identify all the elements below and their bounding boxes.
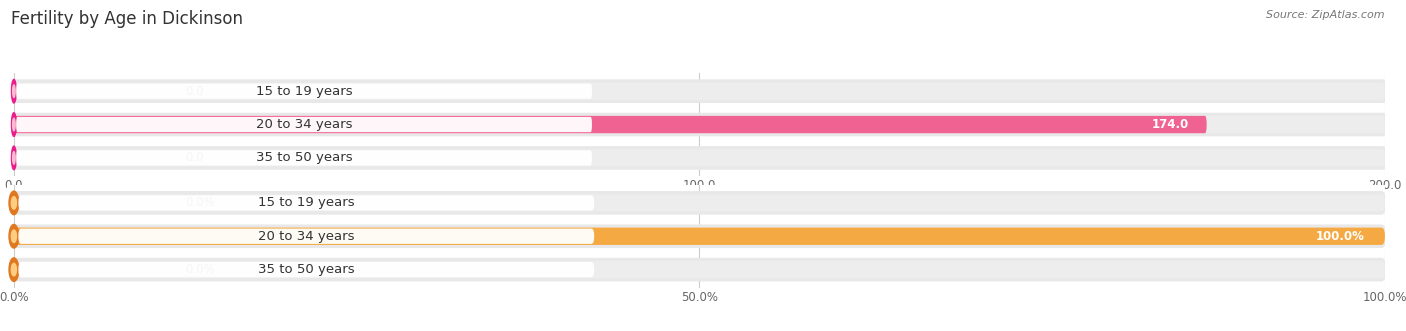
Text: 0.0: 0.0 — [186, 85, 204, 98]
FancyBboxPatch shape — [13, 146, 1386, 170]
FancyBboxPatch shape — [14, 228, 1385, 245]
FancyBboxPatch shape — [13, 191, 1386, 215]
Text: 20 to 34 years: 20 to 34 years — [259, 230, 354, 243]
Text: 35 to 50 years: 35 to 50 years — [259, 263, 354, 276]
Circle shape — [11, 230, 17, 243]
FancyBboxPatch shape — [18, 195, 595, 211]
Circle shape — [11, 197, 17, 209]
FancyBboxPatch shape — [14, 228, 1385, 245]
Circle shape — [8, 258, 18, 281]
FancyBboxPatch shape — [18, 229, 595, 244]
FancyBboxPatch shape — [14, 116, 1206, 133]
Circle shape — [11, 113, 17, 136]
Text: 0.0: 0.0 — [186, 151, 204, 165]
FancyBboxPatch shape — [14, 194, 1385, 212]
Text: 35 to 50 years: 35 to 50 years — [256, 151, 353, 165]
FancyBboxPatch shape — [13, 113, 1386, 136]
FancyBboxPatch shape — [13, 258, 1386, 281]
Circle shape — [13, 152, 15, 164]
FancyBboxPatch shape — [18, 262, 595, 277]
Text: 20 to 34 years: 20 to 34 years — [256, 118, 353, 131]
Circle shape — [11, 146, 17, 170]
Text: Fertility by Age in Dickinson: Fertility by Age in Dickinson — [11, 10, 243, 28]
Text: Source: ZipAtlas.com: Source: ZipAtlas.com — [1267, 10, 1385, 20]
Circle shape — [11, 263, 17, 276]
Text: 174.0: 174.0 — [1152, 118, 1189, 131]
Circle shape — [13, 118, 15, 131]
Text: 0.0%: 0.0% — [186, 263, 215, 276]
FancyBboxPatch shape — [13, 224, 1386, 248]
Circle shape — [8, 224, 18, 248]
Text: 100.0%: 100.0% — [1316, 230, 1364, 243]
Circle shape — [8, 191, 18, 215]
FancyBboxPatch shape — [14, 261, 1385, 278]
FancyBboxPatch shape — [15, 150, 592, 166]
Text: 15 to 19 years: 15 to 19 years — [259, 196, 354, 210]
FancyBboxPatch shape — [13, 79, 1386, 103]
Circle shape — [11, 79, 17, 103]
Text: 15 to 19 years: 15 to 19 years — [256, 85, 353, 98]
FancyBboxPatch shape — [15, 83, 592, 99]
Circle shape — [13, 85, 15, 97]
FancyBboxPatch shape — [14, 116, 1385, 133]
Text: 0.0%: 0.0% — [186, 196, 215, 210]
FancyBboxPatch shape — [15, 117, 592, 132]
FancyBboxPatch shape — [14, 149, 1385, 166]
FancyBboxPatch shape — [14, 82, 1385, 100]
